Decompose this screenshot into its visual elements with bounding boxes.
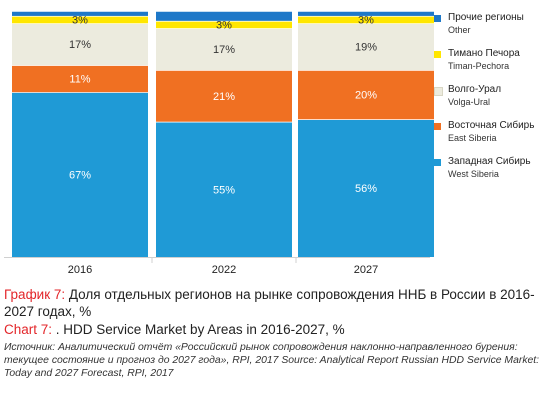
caption-en: Chart 7: . HDD Service Market by Areas i… xyxy=(4,321,544,338)
x-tick-label: 2016 xyxy=(68,264,92,276)
caption-ru-text: Доля отдельных регионов на рынке сопрово… xyxy=(4,287,535,319)
legend-label-ru: Волго-Урал xyxy=(448,84,502,95)
bar-segment xyxy=(12,11,148,16)
bar-segment xyxy=(12,92,148,258)
bar-segment xyxy=(298,15,434,24)
bar-segment xyxy=(156,28,292,71)
stacked-bar-chart: 67% 11% 17% 3% 2016 55% 21% 17% 3% 2022 56% 20% 19% 3… xyxy=(4,10,434,276)
caption-ru: График 7: Доля отдельных регионов на рын… xyxy=(4,286,544,320)
bar-segment xyxy=(156,70,292,122)
legend-label-en: West Siberia xyxy=(448,169,499,179)
bar-segment xyxy=(12,23,148,66)
bar-segment xyxy=(156,121,292,257)
data-label: 17% xyxy=(213,44,235,56)
data-label: 55% xyxy=(213,184,235,196)
bar-segment xyxy=(156,11,292,21)
x-tick-label: 2027 xyxy=(354,264,378,276)
bar-segment xyxy=(298,23,434,71)
caption-en-text: . HDD Service Market by Areas in 2016-20… xyxy=(52,322,345,337)
legend-swatch xyxy=(434,87,443,96)
legend-swatch xyxy=(434,15,441,22)
data-label: 56% xyxy=(355,183,377,195)
caption-en-prefix: Chart 7: xyxy=(4,322,53,337)
data-label: 21% xyxy=(213,91,235,103)
data-label: 17% xyxy=(69,39,91,51)
bar-segment xyxy=(298,11,434,16)
bar-segment xyxy=(156,20,292,29)
chart-legend: Прочие регионы Other Тимано Печора Timan-Pe… xyxy=(434,11,550,191)
caption-ru-prefix: График 7: xyxy=(4,287,66,302)
data-label: 67% xyxy=(69,170,91,182)
legend-label-ru: Западная Сибирь xyxy=(448,156,531,167)
bar-segment xyxy=(12,65,148,93)
legend-label-ru: Восточная Сибирь xyxy=(448,120,535,131)
legend-item: Восточная Сибирь East Siberia xyxy=(434,119,550,155)
legend-item: Тимано Печора Timan-Pechora xyxy=(434,47,550,83)
legend-label-en: East Siberia xyxy=(448,133,497,143)
legend-swatch xyxy=(434,159,441,166)
legend-swatch xyxy=(434,123,441,130)
bar-segment xyxy=(298,70,434,120)
data-label: 3% xyxy=(358,15,374,27)
chart-caption: График 7: Доля отдельных регионов на рын… xyxy=(4,286,544,380)
bar-segment xyxy=(12,15,148,24)
legend-label-en: Volga-Ural xyxy=(448,97,491,107)
legend-item: Прочие регионы Other xyxy=(434,11,550,47)
data-label: 11% xyxy=(69,74,90,86)
legend-label-ru: Тимано Печора xyxy=(448,48,520,59)
bar-segment xyxy=(298,119,434,258)
legend-swatch xyxy=(434,51,441,58)
data-label: 3% xyxy=(216,20,232,32)
legend-item: Волго-Урал Volga-Ural xyxy=(434,83,550,119)
source-note: Источник: Аналитический отчёт «Российски… xyxy=(4,342,540,379)
legend-label-ru: Прочие регионы xyxy=(448,12,524,23)
legend-label-en: Other xyxy=(448,25,471,35)
data-label: 3% xyxy=(72,15,88,27)
legend-item: Западная Сибирь West Siberia xyxy=(434,155,550,191)
data-label: 19% xyxy=(355,42,377,54)
data-label: 20% xyxy=(355,90,377,102)
x-tick-label: 2022 xyxy=(212,264,236,276)
legend-label-en: Timan-Pechora xyxy=(448,61,510,71)
